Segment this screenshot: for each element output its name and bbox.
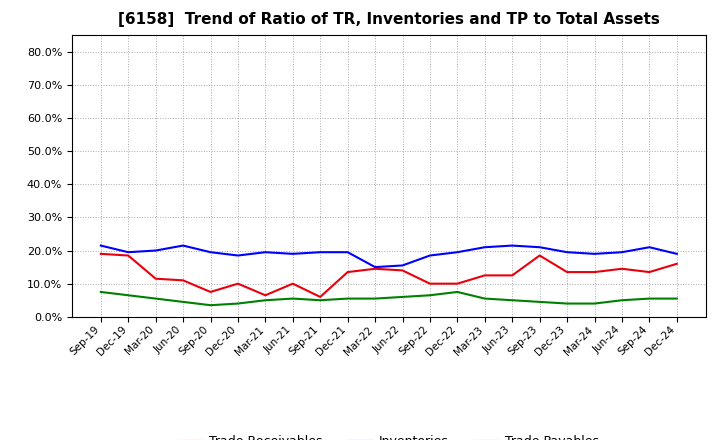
Trade Receivables [343,269,352,275]
Trade Payables [316,297,325,303]
Trade Receivables [151,276,160,281]
Trade Receivables [618,266,626,271]
Trade Receivables [398,268,407,273]
Trade Payables [480,296,489,301]
Trade Payables [536,299,544,304]
Inventories [343,249,352,255]
Trade Payables [233,301,242,306]
Inventories [316,249,325,255]
Trade Payables [289,296,297,301]
Trade Payables [453,290,462,295]
Trade Payables [645,296,654,301]
Inventories [261,249,270,255]
Trade Receivables [453,281,462,286]
Inventories [151,248,160,253]
Trade Payables [206,303,215,308]
Trade Receivables [508,273,516,278]
Inventories [124,249,132,255]
Title: [6158]  Trend of Ratio of TR, Inventories and TP to Total Assets: [6158] Trend of Ratio of TR, Inventories… [118,12,660,27]
Trade Payables [618,297,626,303]
Line: Trade Payables: Trade Payables [101,292,677,305]
Inventories [590,251,599,257]
Trade Payables [96,290,105,295]
Inventories [618,249,626,255]
Trade Receivables [590,269,599,275]
Trade Receivables [179,278,187,283]
Trade Payables [426,293,434,298]
Trade Receivables [261,293,270,298]
Trade Receivables [96,251,105,257]
Trade Payables [563,301,572,306]
Trade Payables [371,296,379,301]
Trade Payables [672,296,681,301]
Trade Payables [398,294,407,300]
Trade Payables [124,293,132,298]
Trade Receivables [480,273,489,278]
Inventories [480,245,489,250]
Line: Inventories: Inventories [101,246,677,267]
Inventories [453,249,462,255]
Trade Receivables [645,269,654,275]
Trade Payables [590,301,599,306]
Trade Receivables [536,253,544,258]
Trade Receivables [426,281,434,286]
Trade Payables [343,296,352,301]
Trade Payables [179,299,187,304]
Inventories [508,243,516,248]
Inventories [233,253,242,258]
Inventories [96,243,105,248]
Trade Receivables [289,281,297,286]
Inventories [536,245,544,250]
Inventories [371,264,379,270]
Trade Payables [508,297,516,303]
Inventories [179,243,187,248]
Inventories [672,251,681,257]
Inventories [426,253,434,258]
Trade Receivables [316,294,325,300]
Line: Trade Receivables: Trade Receivables [101,254,677,297]
Inventories [645,245,654,250]
Inventories [398,263,407,268]
Trade Receivables [563,269,572,275]
Trade Receivables [124,253,132,258]
Trade Receivables [672,261,681,267]
Inventories [206,249,215,255]
Legend: Trade Receivables, Inventories, Trade Payables: Trade Receivables, Inventories, Trade Pa… [174,430,604,440]
Inventories [289,251,297,257]
Trade Receivables [371,266,379,271]
Inventories [563,249,572,255]
Trade Receivables [233,281,242,286]
Trade Receivables [206,290,215,295]
Trade Payables [151,296,160,301]
Trade Payables [261,297,270,303]
